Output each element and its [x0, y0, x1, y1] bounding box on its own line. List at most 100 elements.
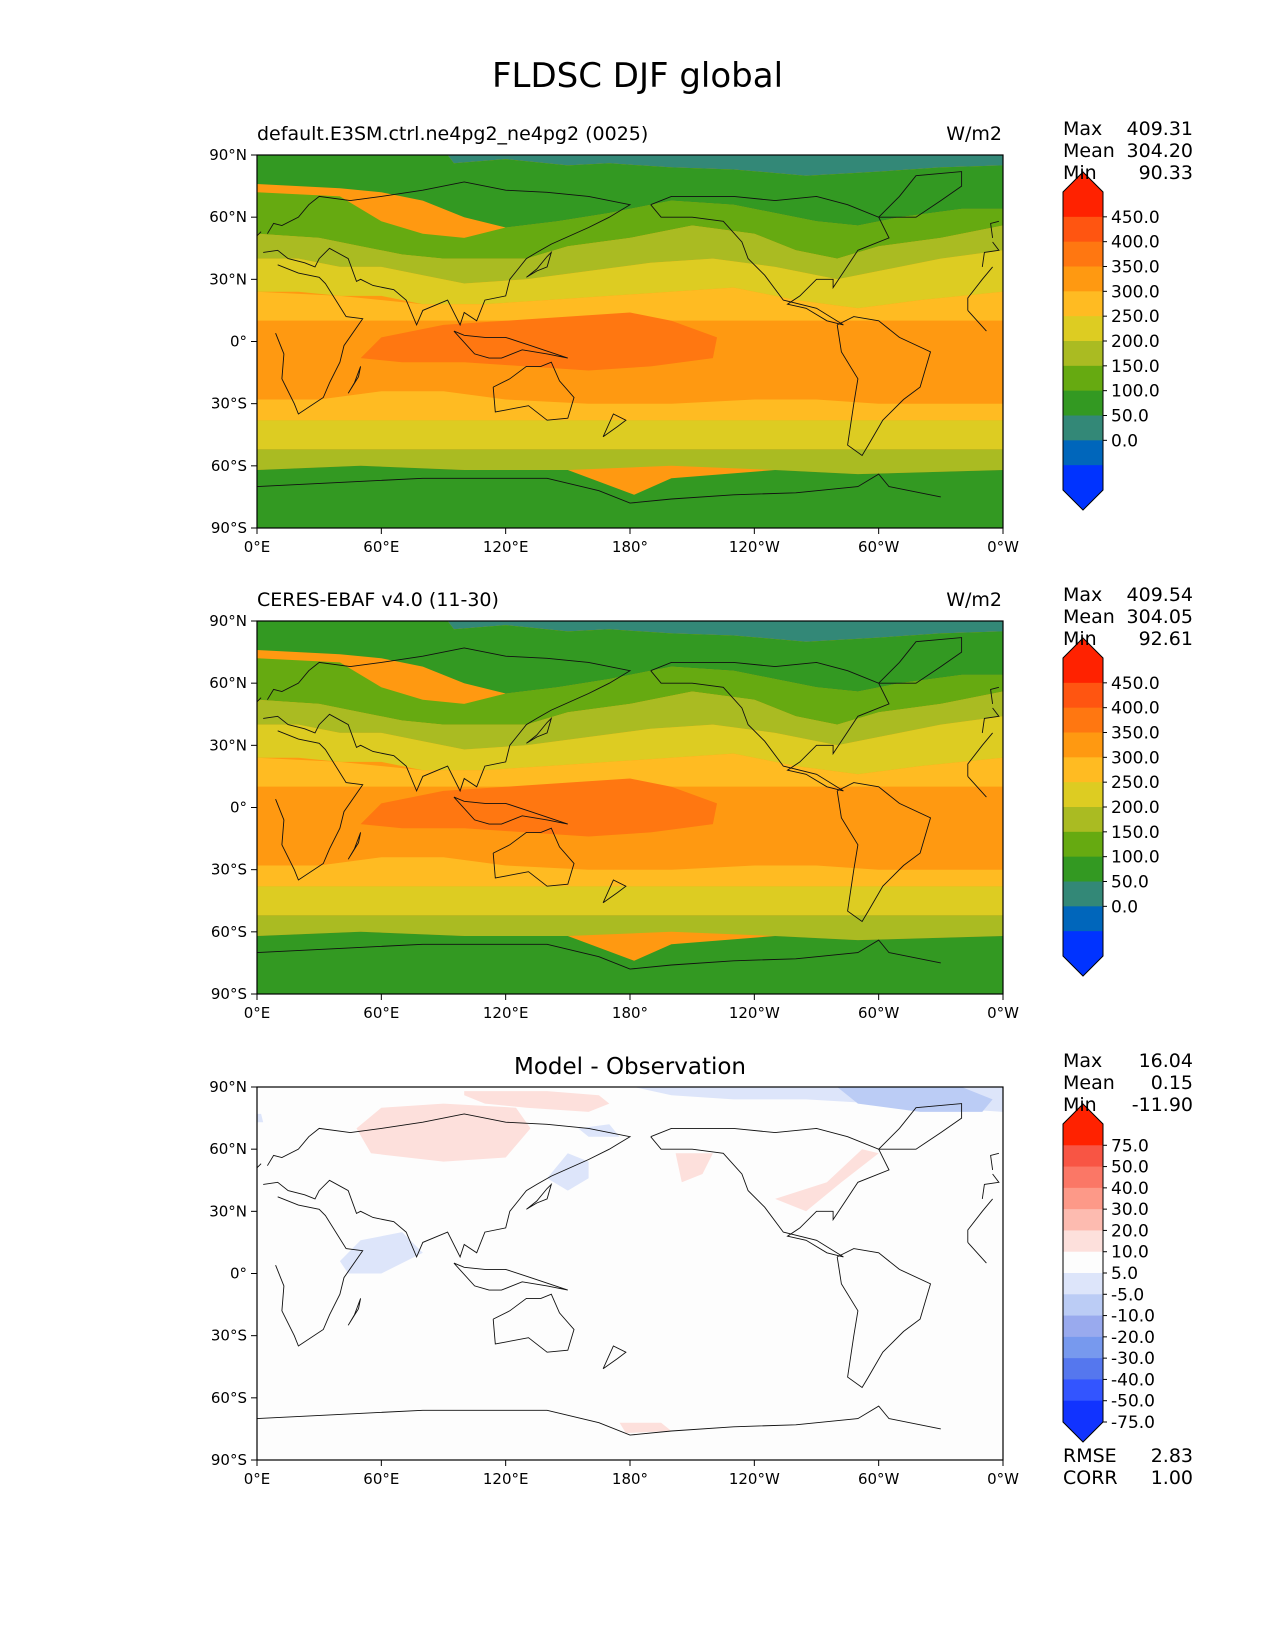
colorbar-label: 50.0: [1111, 1158, 1149, 1178]
contour-region: [257, 420, 1003, 450]
y-tick-label: 0°: [230, 799, 247, 817]
contour-region: [619, 1422, 672, 1434]
rmse-value: 2.83: [1150, 1445, 1193, 1467]
colorbar-label: 200.0: [1111, 332, 1160, 352]
colorbar-label: 50.0: [1111, 407, 1149, 427]
y-tick-label: 30°S: [211, 861, 247, 879]
coastline: [263, 647, 1000, 793]
contour-region: [257, 1113, 264, 1123]
coastlines: [257, 637, 1000, 970]
colorbar-swatch: [1063, 757, 1103, 783]
x-tick-label: 120°E: [483, 1470, 529, 1488]
coastline: [263, 181, 1000, 327]
colorbar-label: 450.0: [1111, 208, 1160, 228]
colorbar-swatch: [1063, 415, 1103, 441]
panel-title-left: CERES-EBAF v4.0 (11-30): [257, 589, 499, 611]
x-tick-label: 120°E: [483, 1004, 529, 1022]
colorbar: 450.0 400.0 350.0 300.0 250.0 200.0 150.0 100.0…: [1062, 637, 1160, 977]
contour-region: [257, 658, 1003, 725]
contour-region: [775, 1149, 879, 1212]
colorbar-label: 30.0: [1111, 1200, 1149, 1220]
stat-mean-label: Mean: [1063, 140, 1115, 162]
contour-region: [257, 716, 1003, 775]
y-tick-label: 60°N: [209, 1140, 247, 1158]
y-tick-label: 60°S: [211, 457, 247, 475]
colorbar-label: 350.0: [1111, 258, 1160, 278]
colorbar-swatch: [1063, 1294, 1103, 1317]
colorbar-label: -20.0: [1111, 1328, 1155, 1348]
x-tick-label: 0°E: [244, 1470, 271, 1488]
colorbar-swatch: [1063, 1166, 1103, 1189]
coastline: [878, 1103, 963, 1150]
y-tick-label: 60°S: [211, 923, 247, 941]
colorbar-label: -75.0: [1111, 1413, 1155, 1433]
coastline: [275, 730, 993, 881]
contour-region: [447, 155, 1003, 176]
contour-region: [257, 465, 1003, 528]
stat-mean-value: 304.05: [1126, 606, 1193, 628]
coastline: [836, 1248, 932, 1389]
map-field: [257, 1087, 1003, 1460]
stat-mean-label: Mean: [1063, 606, 1115, 628]
coastline: [878, 637, 963, 684]
y-tick-label: 0°: [230, 333, 247, 351]
contour-region: [257, 857, 1003, 887]
colorbar-swatch: [1063, 266, 1103, 292]
colorbar-swatch: [1063, 1124, 1103, 1146]
stats-block: Max 409.54 Mean 304.05 Min 92.61: [1063, 584, 1193, 650]
stat-min-label: Min: [1063, 162, 1097, 184]
contour-region: [675, 1153, 713, 1183]
contour-region: [257, 753, 1003, 787]
coastline: [836, 782, 932, 923]
stat-min-label: Min: [1063, 628, 1097, 650]
colorbar-swatch: [1063, 216, 1103, 243]
contour-region: [356, 1103, 531, 1162]
colorbar-swatch: [1063, 192, 1103, 218]
colorbar-swatch: [1063, 1187, 1103, 1210]
coastline: [836, 316, 932, 457]
x-tick-label: 0°W: [987, 1004, 1019, 1022]
x-tick-label: 120°W: [729, 1004, 780, 1022]
stat-max-value: 409.31: [1126, 118, 1193, 140]
figure-title: FLDSC DJF global: [491, 56, 784, 96]
contour-region: [257, 449, 1003, 475]
colorbar: 75.050.040.030.020.010.05.0-5.0-10.0-20.…: [1062, 1103, 1155, 1443]
colorbar-label: 150.0: [1111, 823, 1160, 843]
colorbar-arrow-top: [1063, 638, 1103, 658]
colorbar-label: 0.0: [1111, 431, 1138, 451]
coastline: [526, 716, 553, 744]
stat-mean-value: 304.20: [1126, 140, 1193, 162]
colorbar-swatch: [1063, 341, 1103, 367]
coastline: [257, 939, 941, 970]
colorbar-swatch: [1063, 782, 1103, 808]
y-tick-label: 90°N: [209, 146, 247, 164]
contour-region: [257, 931, 1003, 994]
contour-region: [257, 886, 1003, 916]
coastline: [453, 330, 568, 359]
coastline: [347, 366, 362, 394]
colorbar-arrow-top: [1063, 172, 1103, 192]
coastline: [257, 220, 1000, 238]
colorbar-swatch: [1063, 365, 1103, 392]
colorbar-label: 200.0: [1111, 798, 1160, 818]
y-tick-label: 90°N: [209, 612, 247, 630]
colorbar-swatch: [1063, 1145, 1103, 1168]
coastline: [347, 832, 362, 860]
y-tick-label: 90°S: [211, 519, 247, 537]
colorbar-swatch: [1063, 1315, 1103, 1338]
coastline: [492, 827, 575, 887]
colorbar-label: 400.0: [1111, 233, 1160, 253]
coastline: [492, 1293, 575, 1353]
coastline: [263, 1113, 1000, 1259]
colorbar-swatch: [1063, 1358, 1103, 1380]
colorbar-label: -5.0: [1111, 1285, 1144, 1305]
colorbar-label: -40.0: [1111, 1370, 1155, 1390]
contour-region: [257, 155, 1003, 228]
coastline: [602, 413, 627, 438]
coastline: [602, 1345, 627, 1370]
x-tick-label: 120°W: [729, 538, 780, 556]
coastline: [878, 171, 963, 218]
colorbar-arrow-top: [1063, 1104, 1103, 1124]
panel-observation: CERES-EBAF v4.0 (11-30) W/m2 0°E 60°E 120°…: [0, 466, 1275, 1022]
coastline: [650, 195, 890, 326]
